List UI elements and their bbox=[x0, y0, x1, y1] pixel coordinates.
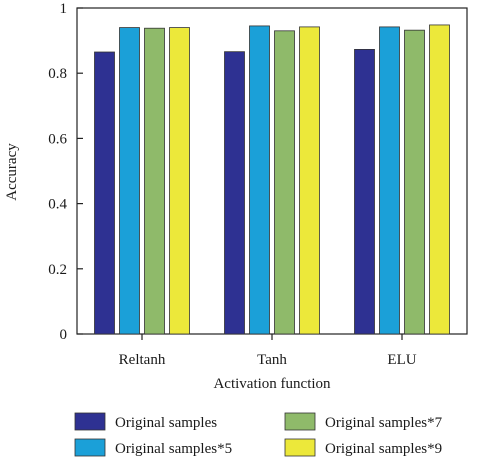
legend: Original samples Original samples*5 Origin… bbox=[74, 412, 443, 457]
legend-swatch bbox=[284, 438, 316, 457]
bar bbox=[94, 51, 115, 335]
y-tick-label: 1 bbox=[60, 1, 68, 17]
bar bbox=[379, 26, 400, 335]
legend-swatch bbox=[284, 412, 316, 431]
bar bbox=[224, 51, 245, 335]
legend-label: Original samples*9 bbox=[325, 441, 442, 457]
bar bbox=[429, 24, 450, 335]
x-tick-label: Reltanh bbox=[119, 352, 166, 368]
x-tick-label: Tanh bbox=[257, 352, 287, 368]
y-tick-label: 0.8 bbox=[48, 66, 67, 82]
bar bbox=[119, 27, 140, 335]
bar bbox=[354, 49, 375, 335]
legend-label: Original samples bbox=[115, 415, 217, 431]
legend-label: Original samples*5 bbox=[115, 441, 232, 457]
bar bbox=[404, 29, 425, 335]
bar bbox=[144, 27, 165, 335]
y-tick-label: 0.2 bbox=[48, 262, 67, 278]
y-tick-label: 0.4 bbox=[48, 197, 67, 213]
x-axis-title: Activation function bbox=[213, 376, 331, 392]
legend-swatch bbox=[74, 412, 106, 431]
y-axis-title: Accuracy bbox=[4, 143, 20, 201]
y-tick-label: 0.6 bbox=[48, 131, 67, 147]
legend-swatch bbox=[74, 438, 106, 457]
plot-area: 0 0.2 0.4 0.6 0.8 1 Reltanh Tanh ELU bbox=[48, 1, 468, 368]
bar bbox=[274, 30, 295, 335]
y-tick-label: 0 bbox=[60, 327, 68, 343]
bar bbox=[249, 25, 270, 335]
bar bbox=[169, 27, 190, 335]
bar bbox=[299, 26, 320, 335]
legend-label: Original samples*7 bbox=[325, 415, 443, 431]
x-tick-label: ELU bbox=[387, 352, 416, 368]
